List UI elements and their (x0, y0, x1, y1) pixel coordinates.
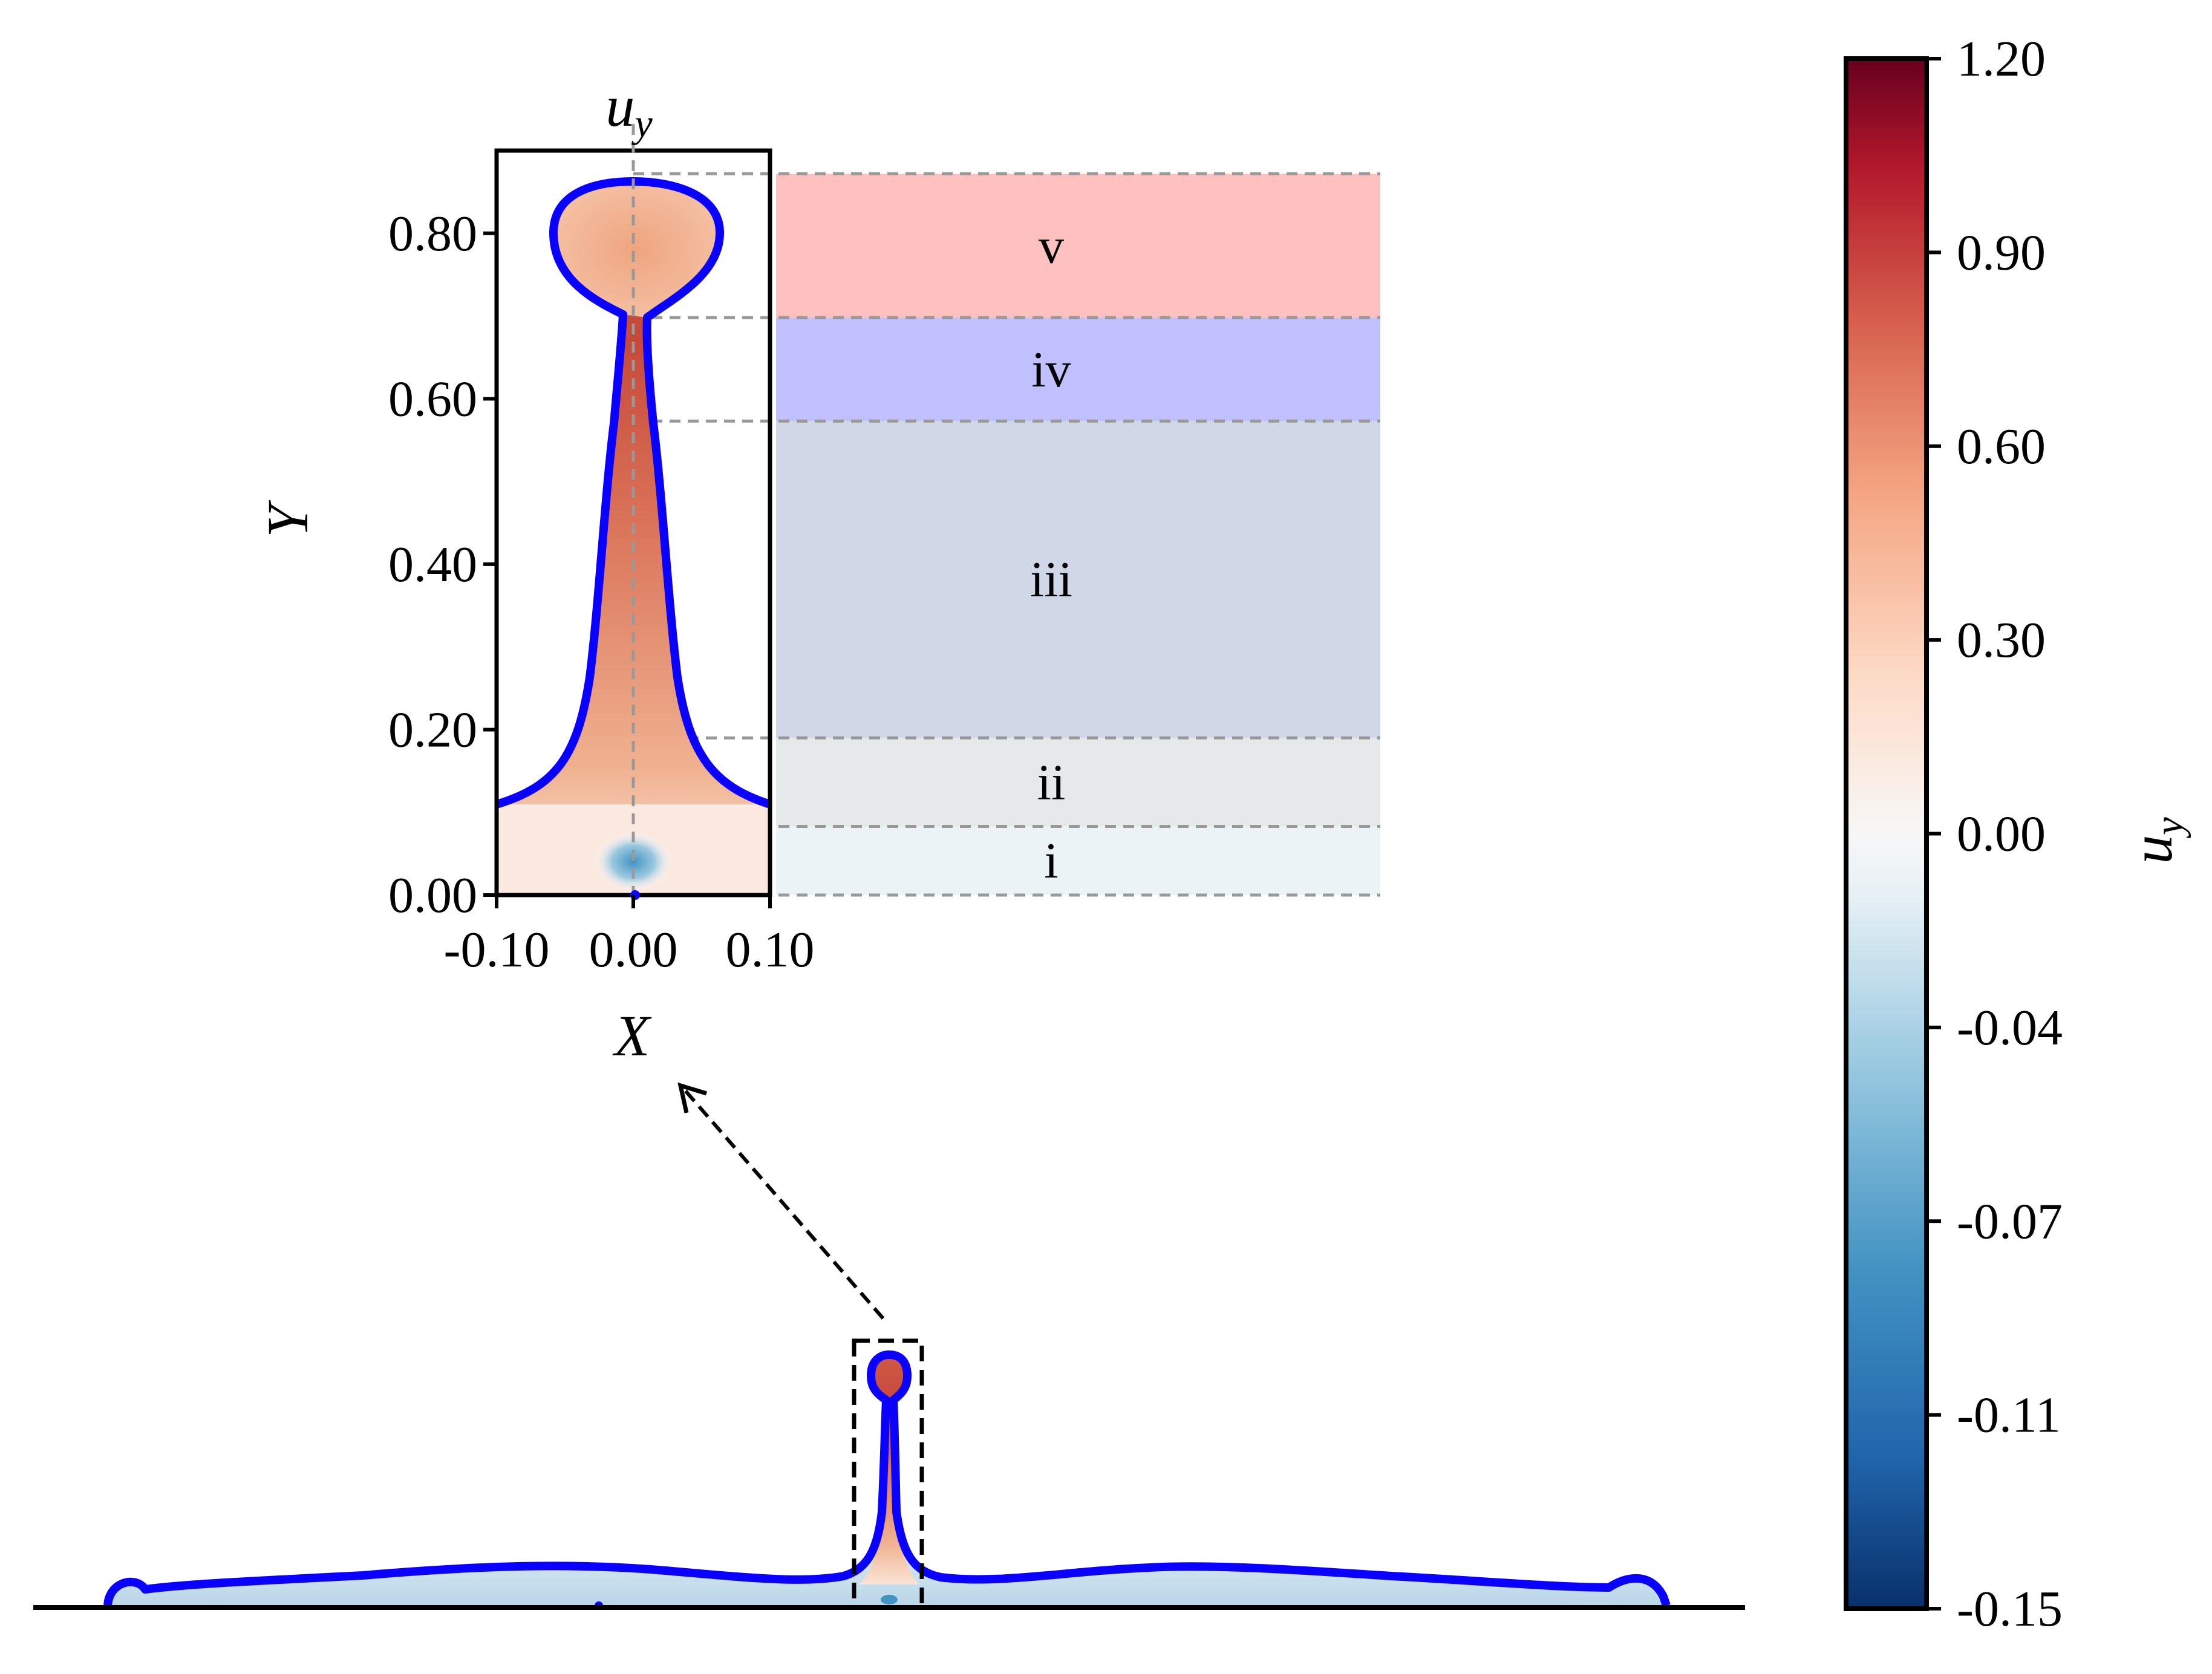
recirculation-zone (594, 832, 673, 892)
x-tick-label: 0.00 (589, 922, 678, 978)
x-axis-label: X (612, 1003, 652, 1068)
x-axis-ticks: -0.10 0.00 0.10 (444, 895, 815, 978)
inset-heatmap (497, 181, 770, 895)
colorbar-ticks: -0.15 -0.11 -0.07 -0.04 0.00 0.30 0.60 0.90 1.20 (1927, 31, 2063, 1637)
colorbar-tick-label: -0.07 (1957, 1193, 2063, 1249)
y-tick-label: 0.20 (388, 702, 477, 758)
colorbar-tick-label: 1.20 (1957, 31, 2046, 87)
region-label-ii: ii (1037, 754, 1066, 810)
region-band-v (776, 174, 1380, 318)
region-label-iv: iv (1031, 342, 1071, 398)
bulb-fill (553, 181, 720, 318)
colorbar-tick-label: 0.00 (1957, 806, 2046, 862)
overview-interface-line (103, 1350, 1671, 1607)
y-axis-ticks: 0.00 0.20 0.40 0.60 0.80 (388, 206, 497, 923)
y-tick-label: 0.00 (388, 867, 477, 923)
colorbar-tick-label: -0.15 (1957, 1581, 2063, 1637)
colorbar-tick-label: -0.04 (1957, 1000, 2063, 1056)
liquid-field (497, 181, 770, 895)
colorbar-label: uy (2119, 817, 2191, 864)
inset-title: uy (605, 74, 653, 146)
overview-recirculation (881, 1595, 898, 1604)
region-label-iii: iii (1030, 552, 1072, 608)
region-label-i: i (1044, 833, 1058, 889)
colorbar-tick-label: 0.90 (1957, 224, 2046, 281)
y-tick-label: 0.40 (388, 536, 477, 593)
colorbar-tick-label: 0.30 (1957, 612, 2046, 668)
region-band-iv (776, 318, 1380, 422)
colorbar-gradient (1846, 59, 1927, 1609)
x-tick-label: -0.10 (444, 922, 550, 978)
y-tick-label: 0.80 (388, 206, 477, 262)
region-band-ii (776, 738, 1380, 827)
region-band-i (776, 826, 1380, 895)
colorbar-tick-label: 0.60 (1957, 418, 2046, 475)
overview-stem-fill (859, 1355, 919, 1584)
region-label-v: v (1039, 218, 1064, 274)
colorbar-tick-label: -0.11 (1957, 1387, 2061, 1444)
x-tick-label: 0.10 (726, 922, 815, 978)
y-tick-label: 0.60 (388, 371, 477, 427)
y-axis-label: Y (255, 500, 320, 538)
region-band-iii (776, 421, 1380, 738)
zoom-arrow (682, 1087, 885, 1320)
overview-plot (33, 1338, 1745, 1610)
zoom-arrow-head (677, 1082, 708, 1113)
